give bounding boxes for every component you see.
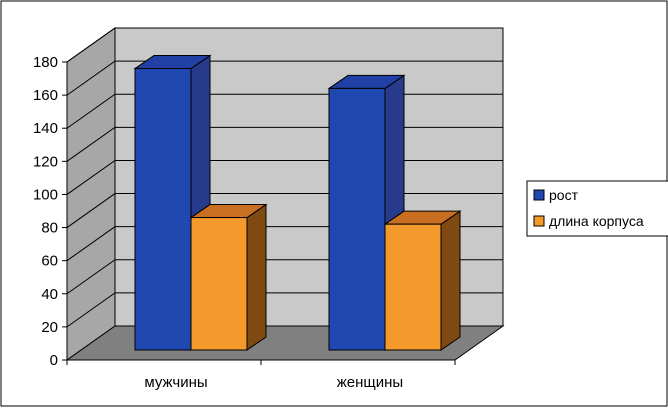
- y-tick-label: 100: [33, 186, 58, 203]
- y-tick-label: 120: [33, 153, 58, 170]
- y-tick-label: 140: [33, 120, 58, 137]
- bar-front: [134, 68, 192, 351]
- legend-swatch: [533, 189, 545, 201]
- legend-swatch: [533, 215, 545, 227]
- y-tick-label: 60: [41, 253, 58, 270]
- legend: рост длина корпуса: [526, 180, 668, 237]
- x-tick-label: мужчины: [144, 374, 207, 391]
- legend-label: рост: [549, 187, 579, 203]
- y-tick-label: 180: [33, 54, 58, 71]
- y-tick-label: 20: [41, 319, 58, 336]
- bar-side: [246, 203, 267, 351]
- y-tick-label: 40: [41, 286, 58, 303]
- y-tick-label: 80: [41, 220, 58, 237]
- bar-side: [440, 210, 461, 351]
- bar-front: [328, 87, 386, 351]
- bar: [383, 210, 462, 351]
- bar-front: [384, 223, 442, 351]
- gridline: [66, 60, 503, 96]
- legend-label: длина корпуса: [549, 213, 644, 229]
- x-tick-label: женщины: [337, 374, 403, 391]
- y-tick-label: 0: [50, 352, 58, 369]
- y-tick-label: 160: [33, 87, 58, 104]
- legend-box: [526, 180, 668, 237]
- gridline: [66, 27, 503, 63]
- bar: [189, 203, 268, 351]
- bar-front: [190, 217, 248, 351]
